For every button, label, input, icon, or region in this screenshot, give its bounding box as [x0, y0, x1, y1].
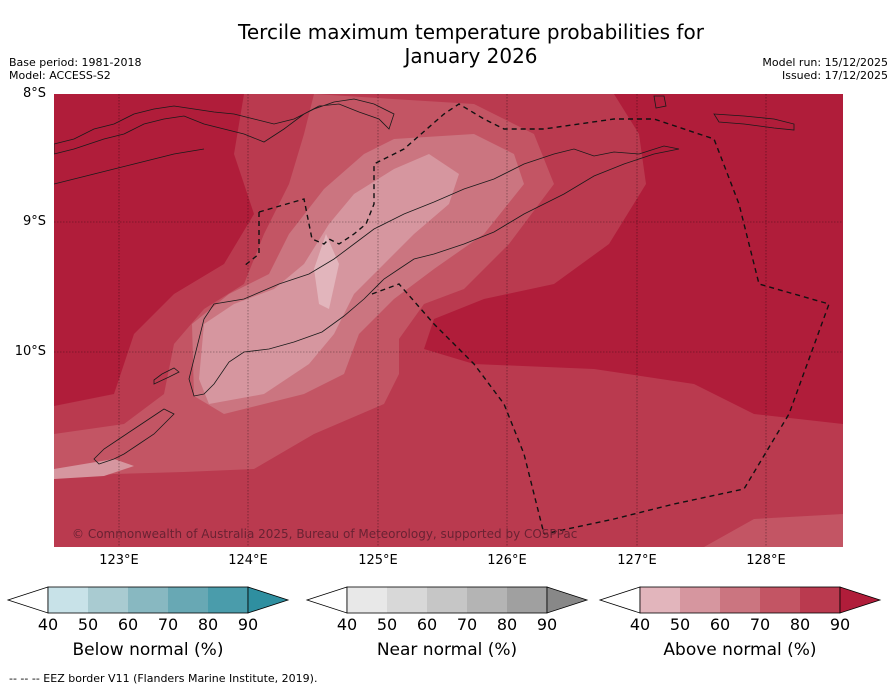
lat-label-8s: 8°S — [22, 86, 46, 101]
zone-50-south — [54, 459, 134, 479]
colorbar-high-arrow — [247, 586, 290, 614]
lon-label-123e: 123°E — [99, 553, 139, 568]
colorbar-tick-label: 50 — [77, 615, 99, 634]
wetar-island — [54, 98, 395, 155]
colorbar-tick-label: 80 — [496, 615, 518, 634]
colorbar-segment — [387, 587, 427, 613]
zone-80-se — [704, 514, 843, 547]
colorbars — [6, 586, 882, 614]
colorbar-label-above: Above normal (%) — [663, 640, 817, 660]
colorbar-segment — [507, 587, 547, 613]
colorbar-tick-label: 90 — [829, 615, 851, 634]
lon-label-128e: 128°E — [746, 553, 786, 568]
issued-date: Issued: 17/12/2025 — [781, 69, 888, 82]
copyright-note: © Commonwealth of Australia 2025, Bureau… — [72, 527, 578, 541]
colorbar-segment — [48, 587, 88, 613]
lon-label-127e: 127°E — [617, 553, 657, 568]
colorbar-tick-label: 60 — [709, 615, 731, 634]
colorbar-tick-label: 80 — [789, 615, 811, 634]
colorbar-above-normal — [598, 586, 882, 614]
colorbar-tick-label: 70 — [749, 615, 771, 634]
colorbar-segment — [347, 587, 387, 613]
eastern-islands — [713, 113, 795, 131]
model-name: Model: ACCESS-S2 — [9, 69, 111, 82]
meta-left: Base period: 1981-2018 Model: ACCESS-S2 — [9, 56, 141, 82]
colorbar-below-normal — [6, 586, 290, 614]
colorbar-tick-label: 50 — [376, 615, 398, 634]
islet-north — [653, 95, 667, 109]
colorbar-tick-label: 80 — [197, 615, 219, 634]
model-run: Model run: 15/12/2025 — [762, 56, 888, 69]
lon-label-126e: 126°E — [487, 553, 527, 568]
title-line-1: Tercile maximum temperature probabilitie… — [238, 20, 704, 44]
zone-40 — [314, 234, 339, 309]
colorbar-segment — [208, 587, 248, 613]
colorbar-tick-label: 90 — [536, 615, 558, 634]
colorbar-tick-label: 90 — [237, 615, 259, 634]
colorbar-segment — [720, 587, 760, 613]
colorbar-high-arrow — [546, 586, 589, 614]
title-line-2: January 2026 — [404, 44, 538, 68]
colorbar-low-arrow — [6, 586, 49, 614]
colorbar-segment — [168, 587, 208, 613]
colorbar-tick-label: 60 — [416, 615, 438, 634]
colorbar-tick-label: 50 — [669, 615, 691, 634]
colorbar-segment — [760, 587, 800, 613]
roti-island — [153, 367, 180, 385]
colorbar-segment — [640, 587, 680, 613]
colorbar-near-normal — [305, 586, 589, 614]
colorbar-low-arrow — [305, 586, 348, 614]
lat-label-9s: 9°S — [22, 214, 46, 229]
probability-map — [54, 94, 843, 547]
colorbar-tick-label: 40 — [629, 615, 651, 634]
colorbar-tick-label: 70 — [456, 615, 478, 634]
colorbar-segment — [800, 587, 840, 613]
meta-right: Model run: 15/12/2025 Issued: 17/12/2025 — [762, 56, 888, 82]
colorbar-segment — [88, 587, 128, 613]
colorbar-low-arrow — [598, 586, 641, 614]
lon-label-124e: 124°E — [228, 553, 268, 568]
base-period: Base period: 1981-2018 — [9, 56, 142, 69]
timor-island — [188, 145, 680, 397]
colorbar-tick-label: 70 — [157, 615, 179, 634]
alor-islands — [54, 148, 205, 185]
eez-footer-note: -- -- -- EEZ border V11 (Flanders Marine… — [9, 672, 318, 685]
colorbar-tick-label: 40 — [37, 615, 59, 634]
colorbar-label-below: Below normal (%) — [72, 640, 224, 660]
savu-islands — [93, 408, 175, 465]
colorbar-segment — [128, 587, 168, 613]
colorbar-segment — [427, 587, 467, 613]
lat-label-10s: 10°S — [14, 344, 46, 359]
colorbar-segment — [467, 587, 507, 613]
colorbar-high-arrow — [839, 586, 882, 614]
colorbar-tick-label: 40 — [336, 615, 358, 634]
eez-border — [243, 103, 830, 535]
coastlines — [54, 95, 795, 465]
map-title: Tercile maximum temperature probabilitie… — [0, 20, 896, 68]
colorbar-segment — [680, 587, 720, 613]
lon-label-125e: 125°E — [358, 553, 398, 568]
colorbar-label-near: Near normal (%) — [376, 640, 518, 660]
colorbar-tick-label: 60 — [117, 615, 139, 634]
